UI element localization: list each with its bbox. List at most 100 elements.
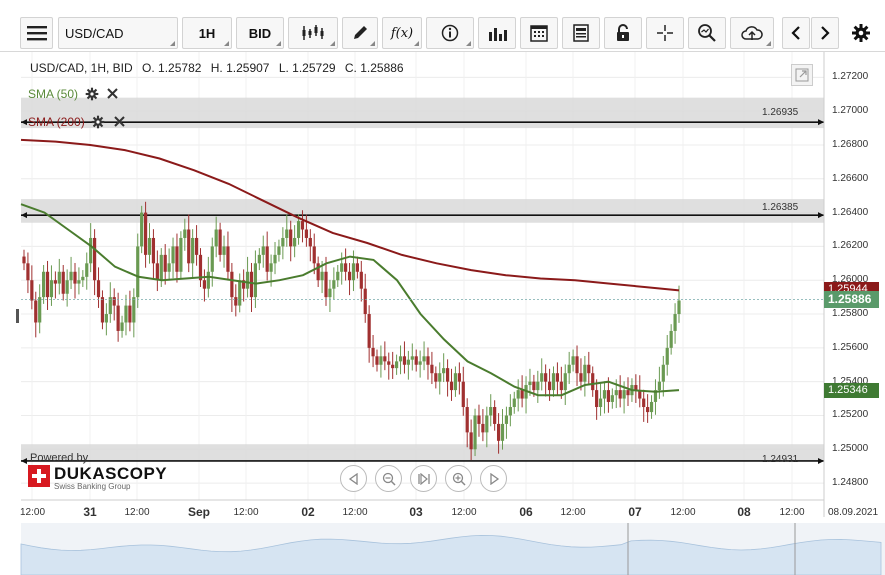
candle-body <box>45 271 50 298</box>
calendar-button[interactable] <box>520 17 558 49</box>
scroll-right-button[interactable] <box>811 17 839 49</box>
close-icon[interactable] <box>105 86 120 101</box>
candle-body <box>69 271 73 281</box>
candle-body <box>226 246 230 272</box>
crosshair-button[interactable] <box>646 17 684 49</box>
sma200-legend: SMA (200) <box>28 114 127 129</box>
level-arrow-left <box>21 212 27 219</box>
candle-body <box>622 390 626 399</box>
gear-icon[interactable] <box>91 114 106 129</box>
chart-area[interactable]: USD/CAD, 1H, BID O. 1.25782 H. 1.25907 L… <box>0 52 885 575</box>
candle-body <box>634 385 638 391</box>
candle-body <box>426 356 430 365</box>
y-tick-label: 1.27200 <box>832 71 869 83</box>
x-tick-label: 31 <box>83 505 97 519</box>
x-tick-label: 12:00 <box>560 507 586 518</box>
candle-body <box>598 398 603 408</box>
price-chart[interactable] <box>0 52 885 575</box>
candle-body <box>320 271 324 281</box>
candle-body <box>183 229 187 238</box>
dukascopy-logo[interactable]: DUKASCOPY Swiss Banking Group <box>28 465 167 491</box>
candle-body <box>618 390 622 399</box>
volume-button[interactable] <box>478 17 516 49</box>
settings-button[interactable] <box>845 17 877 49</box>
candle-body <box>214 229 218 247</box>
document-icon <box>573 24 589 42</box>
menu-button[interactable] <box>20 17 53 49</box>
candle-body <box>30 280 34 301</box>
candle-body <box>324 271 328 298</box>
navigator[interactable] <box>20 523 885 575</box>
fullscreen-button[interactable] <box>791 64 813 86</box>
candle-body <box>191 237 195 264</box>
candle-body <box>559 381 563 391</box>
candle-body <box>351 263 356 281</box>
candle-body <box>308 237 312 247</box>
drag-handle[interactable] <box>16 309 19 323</box>
candle-body <box>108 297 112 315</box>
candle-body <box>383 356 387 362</box>
candle-body <box>49 280 54 298</box>
indicators-button[interactable]: f(x) <box>382 17 422 49</box>
candle-body <box>53 280 57 284</box>
candle-body <box>179 237 183 272</box>
chart-nav-controls <box>340 465 507 492</box>
zoom-button[interactable] <box>688 17 726 49</box>
calendar-icon <box>530 25 548 42</box>
candle-body <box>312 246 316 264</box>
close-icon[interactable] <box>112 114 127 129</box>
x-tick-label: 08 <box>737 505 751 519</box>
candlestick-icon <box>302 25 324 40</box>
chevron-left-icon <box>791 26 800 40</box>
candle-body <box>300 221 305 230</box>
y-tick-label: 1.24800 <box>832 477 869 489</box>
level-band <box>21 97 824 129</box>
chart-type-button[interactable] <box>288 17 338 49</box>
timeframe-select[interactable]: 1H <box>182 17 232 49</box>
candle-body <box>77 280 81 284</box>
candle-body <box>626 390 630 396</box>
candle-body <box>571 356 575 365</box>
scroll-left-button[interactable] <box>782 17 810 49</box>
candle-body <box>277 246 281 255</box>
candle-body <box>61 271 65 294</box>
sma50-line <box>20 203 680 397</box>
y-tick-label: 1.26600 <box>832 172 869 184</box>
x-tick-label: 07 <box>628 505 642 519</box>
zoom-in-button[interactable] <box>445 465 472 492</box>
candle-body <box>595 390 599 408</box>
candle-body <box>653 390 658 402</box>
candle-body <box>500 423 505 441</box>
lock-icon <box>617 24 629 41</box>
candle-body <box>202 280 207 289</box>
pan-left-button[interactable] <box>340 465 367 492</box>
candle-body <box>402 356 407 365</box>
function-icon: f(x) <box>390 25 414 41</box>
symbol-select[interactable]: USD/CAD <box>58 17 178 49</box>
high-value: H. 1.25907 <box>210 61 270 75</box>
candle-body <box>120 322 124 331</box>
timeframe-label: 1H <box>198 25 216 41</box>
y-tick-label: 1.26400 <box>832 206 869 218</box>
export-button[interactable] <box>730 17 774 49</box>
lock-button[interactable] <box>604 17 642 49</box>
candle-body <box>187 229 191 264</box>
candle-body <box>242 280 246 289</box>
candle-body <box>230 271 234 298</box>
candle-body <box>253 263 258 298</box>
y-tick-label: 1.26800 <box>832 138 869 150</box>
candle-body <box>261 246 265 255</box>
gear-icon[interactable] <box>84 86 99 101</box>
candle-body <box>206 271 210 289</box>
draw-tool-button[interactable] <box>342 17 378 49</box>
reset-zoom-button[interactable] <box>410 465 437 492</box>
news-button[interactable] <box>562 17 600 49</box>
info-button[interactable] <box>426 17 474 49</box>
pan-right-button[interactable] <box>480 465 507 492</box>
sma200-line <box>20 138 680 292</box>
candle-body <box>579 373 583 382</box>
candle-body <box>34 300 38 323</box>
zoom-out-button[interactable] <box>375 465 402 492</box>
candle-body <box>289 229 293 247</box>
side-select[interactable]: BID <box>236 17 284 49</box>
